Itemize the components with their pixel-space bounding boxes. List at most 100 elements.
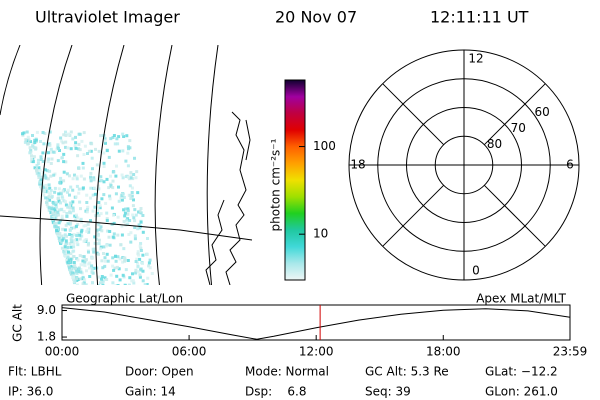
emission-pixel <box>117 267 121 271</box>
emission-pixel <box>68 174 71 178</box>
emission-pixel <box>69 211 73 215</box>
emission-pixel <box>48 143 52 147</box>
emission-pixel <box>109 137 113 141</box>
emission-pixel <box>105 278 109 281</box>
map-label-left: Geographic Lat/Lon <box>66 292 183 306</box>
emission-pixel <box>108 197 112 201</box>
emission-pixel <box>121 273 125 277</box>
emission-pixel <box>103 139 107 143</box>
emission-pixel <box>80 139 84 143</box>
emission-pixel <box>62 251 66 255</box>
emission-pixel <box>78 237 82 241</box>
emission-pixel <box>65 214 69 218</box>
emission-pixel <box>43 132 47 135</box>
emission-pixel <box>26 135 30 139</box>
emission-pixel <box>115 164 118 168</box>
emission-pixel <box>86 227 90 231</box>
emission-pixel <box>54 211 58 215</box>
emission-pixel <box>66 222 70 226</box>
emission-pixel <box>105 149 109 153</box>
emission-pixel <box>120 224 124 228</box>
emission-pixel <box>111 281 115 285</box>
emission-pixel <box>90 284 94 285</box>
emission-pixel <box>85 193 89 197</box>
emission-pixel <box>141 262 144 265</box>
emission-pixel <box>103 259 107 263</box>
emission-pixel <box>94 147 97 151</box>
emission-pixel <box>47 206 51 210</box>
emission-pixel <box>128 219 132 222</box>
emission-pixel <box>81 282 85 285</box>
emission-pixel <box>91 167 94 171</box>
emission-pixel <box>111 136 115 139</box>
emission-pixel <box>131 177 135 181</box>
emission-pixel <box>133 156 136 160</box>
emission-pixel <box>85 208 89 211</box>
emission-pixel <box>145 252 149 256</box>
emission-pixel <box>64 223 68 227</box>
emission-pixel <box>75 175 79 179</box>
emission-pixel <box>60 156 64 160</box>
emission-pixel <box>126 209 130 213</box>
emission-pixel <box>102 252 105 255</box>
emission-pixel <box>138 244 142 248</box>
emission-pixel <box>76 243 80 247</box>
emission-pixel <box>97 149 101 153</box>
emission-pixel <box>126 145 130 149</box>
emission-pixel <box>98 238 101 242</box>
emission-pixel <box>126 175 130 179</box>
emission-pixel <box>139 267 143 271</box>
emission-pixel <box>43 189 47 193</box>
emission-pixel <box>56 143 60 147</box>
emission-pixel <box>136 261 139 265</box>
emission-pixel <box>119 243 123 247</box>
emission-pixel <box>122 135 126 138</box>
emission-pixel <box>62 133 66 137</box>
mlt-diagonal <box>483 83 546 146</box>
emission-pixel <box>61 141 65 145</box>
emission-pixel <box>116 142 120 146</box>
emission-pixel <box>61 189 65 193</box>
emission-pixel <box>75 269 79 273</box>
emission-pixel <box>64 134 68 137</box>
emission-pixel <box>49 211 53 215</box>
emission-pixel <box>129 240 133 244</box>
emission-pixel <box>64 160 68 164</box>
emission-pixel <box>72 261 76 264</box>
emission-pixel <box>120 233 124 237</box>
emission-pixel <box>91 281 94 285</box>
emission-pixel <box>34 138 38 142</box>
emission-pixel <box>103 137 107 141</box>
emission-pixel <box>72 255 76 258</box>
emission-pixel <box>101 266 105 270</box>
emission-pixel <box>115 274 119 278</box>
emission-pixel <box>48 150 52 154</box>
status-panel: Flt: LBHL Door: Open Mode: Normal GC Alt: 5… <box>8 365 558 399</box>
emission-pixel <box>80 228 84 232</box>
emission-pixel <box>45 169 49 173</box>
emission-pixel <box>68 268 72 272</box>
emission-pixel <box>64 140 68 144</box>
emission-pixel <box>126 151 130 155</box>
emission-pixel <box>71 200 75 204</box>
emission-pixel <box>30 157 33 161</box>
emission-pixel <box>87 241 90 245</box>
emission-pixel <box>35 168 38 172</box>
map-label-right: Apex MLat/MLT <box>476 292 566 306</box>
emission-pixel <box>131 204 135 208</box>
emission-pixel <box>75 277 79 281</box>
mlt-label: 6 <box>566 158 574 172</box>
emission-pixel <box>106 229 110 233</box>
emission-pixel <box>75 238 79 242</box>
emission-pixel <box>99 245 103 249</box>
emission-pixel <box>106 259 110 263</box>
emission-pixel <box>86 152 89 155</box>
x-tick-label: 00:00 <box>45 345 80 359</box>
emission-pixel <box>44 176 48 180</box>
emission-pixel <box>108 194 112 198</box>
emission-pixel <box>74 271 78 275</box>
emission-pixel <box>134 213 138 217</box>
emission-pixel <box>125 218 129 222</box>
emission-pixel <box>30 154 33 158</box>
emission-pixel <box>77 191 81 195</box>
